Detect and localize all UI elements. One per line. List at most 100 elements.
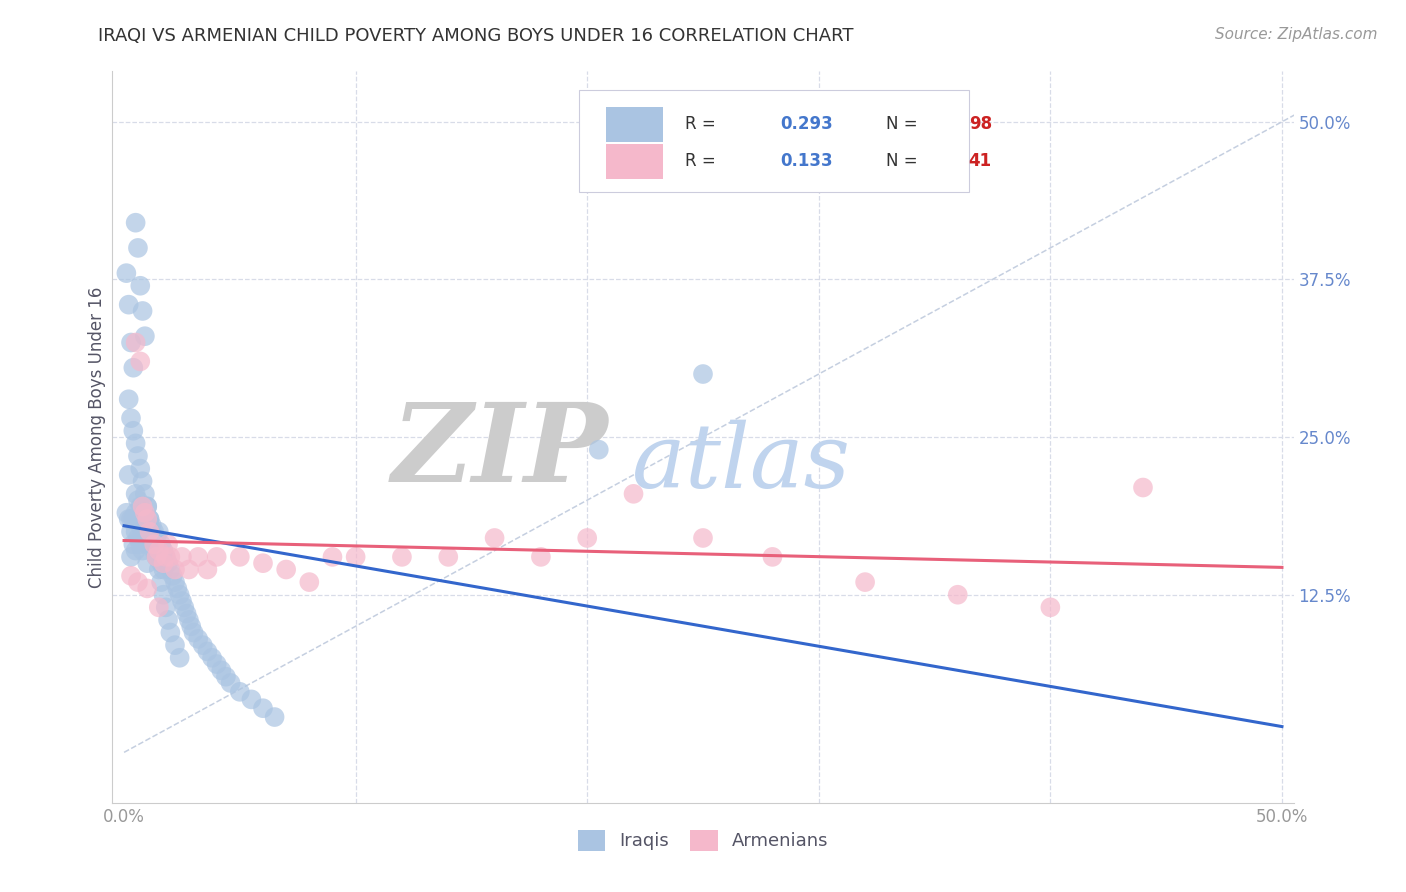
Point [131, 506, 153, 520]
Point [134, 512, 156, 526]
Point [155, 600, 177, 615]
Point [129, 354, 152, 368]
Point [157, 556, 180, 570]
Point [159, 625, 181, 640]
Text: R =: R = [685, 152, 721, 169]
Point [124, 216, 146, 230]
Point [205, 657, 228, 671]
Point [131, 474, 153, 488]
Point [120, 411, 142, 425]
Point [157, 537, 180, 551]
Text: 0.133: 0.133 [780, 152, 832, 169]
Point [122, 360, 145, 375]
Point [170, 549, 193, 564]
Y-axis label: Child Poverty Among Boys Under 16: Child Poverty Among Boys Under 16 [87, 286, 105, 588]
Point [138, 512, 160, 526]
Point [177, 613, 200, 627]
Point [177, 562, 200, 576]
Point [138, 531, 160, 545]
Point [588, 442, 610, 457]
Point [946, 588, 969, 602]
Point [157, 613, 180, 627]
Text: 0.293: 0.293 [780, 115, 832, 133]
Point [115, 506, 138, 520]
Point [148, 543, 170, 558]
Text: N =: N = [886, 115, 922, 133]
Point [692, 531, 714, 545]
Point [169, 588, 191, 602]
Point [136, 556, 159, 570]
Point [136, 500, 159, 514]
Point [124, 487, 146, 501]
Point [152, 562, 174, 576]
Point [120, 549, 142, 564]
Point [143, 524, 166, 539]
Point [197, 644, 219, 658]
Point [120, 569, 142, 583]
Point [263, 710, 285, 724]
Point [124, 543, 146, 558]
Point [124, 506, 146, 520]
Point [118, 298, 141, 312]
Point [692, 367, 714, 381]
Point [115, 266, 138, 280]
Point [129, 278, 152, 293]
Point [183, 625, 205, 640]
Point [1132, 481, 1154, 495]
Point [159, 562, 181, 576]
Text: 98: 98 [969, 115, 991, 133]
Point [127, 575, 149, 590]
Point [127, 493, 149, 508]
Point [136, 512, 159, 526]
Point [170, 594, 193, 608]
Point [134, 487, 156, 501]
FancyBboxPatch shape [606, 144, 662, 179]
Point [853, 575, 876, 590]
Point [391, 549, 413, 564]
Point [129, 461, 152, 475]
FancyBboxPatch shape [579, 90, 969, 192]
Point [118, 467, 141, 482]
Point [163, 575, 186, 590]
Point [187, 632, 209, 646]
Point [155, 549, 177, 564]
Point [141, 524, 163, 539]
Point [120, 512, 142, 526]
Point [252, 701, 274, 715]
Point [152, 543, 174, 558]
Point [143, 543, 166, 558]
Point [138, 524, 160, 539]
Point [127, 449, 149, 463]
Point [321, 549, 343, 564]
Point [148, 562, 170, 576]
Point [150, 556, 173, 570]
Point [240, 692, 263, 706]
Point [169, 650, 191, 665]
Point [145, 549, 167, 564]
Point [152, 556, 174, 570]
Point [201, 650, 224, 665]
Point [219, 676, 242, 690]
Point [138, 512, 160, 526]
Point [163, 638, 186, 652]
Point [252, 556, 274, 570]
Point [209, 664, 232, 678]
Point [229, 685, 252, 699]
Point [155, 549, 177, 564]
Point [576, 531, 599, 545]
Point [437, 549, 460, 564]
Point [276, 562, 298, 576]
Point [229, 549, 252, 564]
FancyBboxPatch shape [606, 107, 662, 143]
Point [136, 518, 159, 533]
Point [145, 549, 167, 564]
Point [127, 241, 149, 255]
Point [118, 392, 141, 407]
Point [136, 537, 159, 551]
Point [122, 512, 145, 526]
Point [120, 524, 142, 539]
Point [131, 500, 153, 514]
Text: IRAQI VS ARMENIAN CHILD POVERTY AMONG BOYS UNDER 16 CORRELATION CHART: IRAQI VS ARMENIAN CHILD POVERTY AMONG BO… [98, 27, 853, 45]
Point [131, 524, 153, 539]
Point [191, 638, 214, 652]
